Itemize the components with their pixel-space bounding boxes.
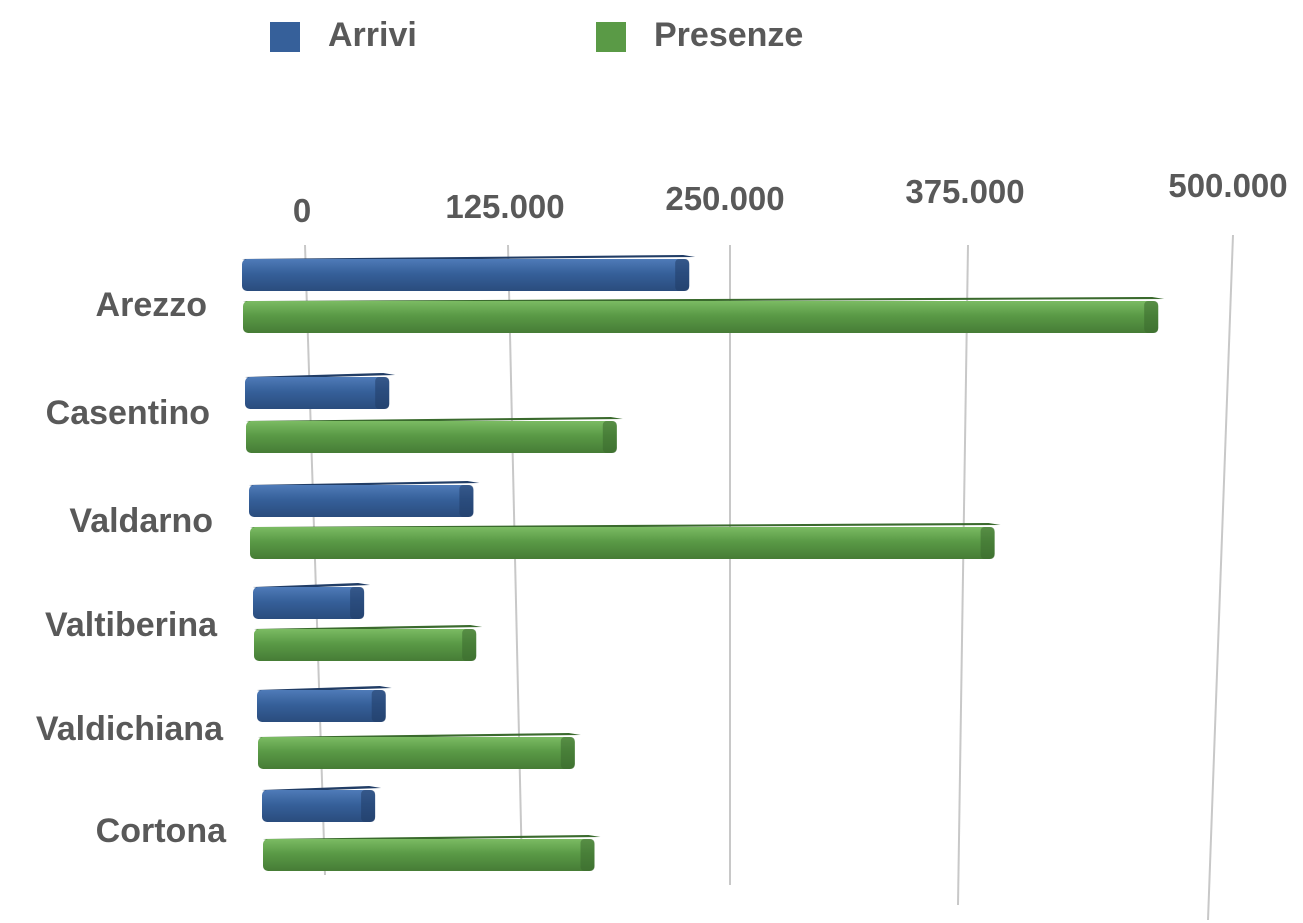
- bar-arrivi: [245, 373, 396, 409]
- x-tick-label: 500.000: [1168, 167, 1287, 204]
- category-label: Casentino: [46, 394, 210, 432]
- bar-arrivi: [242, 255, 696, 291]
- x-tick-label: 125.000: [445, 188, 564, 225]
- bar-arrivi: [249, 481, 480, 517]
- gridline: [1207, 234, 1234, 921]
- bar-arrivi: [253, 583, 371, 619]
- category-label: Valtiberina: [45, 606, 218, 644]
- category-label: Valdichiana: [36, 710, 224, 748]
- x-tick-label: 375.000: [905, 173, 1024, 210]
- gridline: [957, 244, 969, 906]
- category-label: Arezzo: [96, 286, 207, 324]
- legend-swatch-presenze: [596, 22, 626, 52]
- category-label: Cortona: [96, 812, 227, 850]
- bar-presenze: [263, 835, 601, 871]
- gridline: [304, 244, 326, 876]
- bar-arrivi: [262, 786, 382, 822]
- bar-presenze: [250, 523, 1001, 559]
- category-labels: Arezzo Casentino Valdarno Valtiberina Valdic…: [36, 286, 227, 850]
- category-label: Valdarno: [69, 502, 213, 540]
- x-tick-label: 250.000: [665, 180, 784, 217]
- bar-arrivi: [257, 686, 392, 722]
- legend-swatch-arrivi: [270, 22, 300, 52]
- gridlines: [304, 234, 1234, 921]
- legend: Arrivi Presenze: [270, 16, 803, 54]
- bar-presenze: [258, 733, 581, 769]
- bar-presenze: [254, 625, 483, 661]
- bar-presenze: [246, 417, 623, 453]
- x-tick-label: 0: [293, 192, 311, 229]
- bars: [242, 255, 1165, 871]
- bar-presenze: [243, 297, 1165, 333]
- x-axis-ticks: 0 125.000 250.000 375.000 500.000: [293, 167, 1288, 229]
- legend-label-presenze: Presenze: [654, 16, 803, 54]
- legend-label-arrivi: Arrivi: [328, 16, 417, 54]
